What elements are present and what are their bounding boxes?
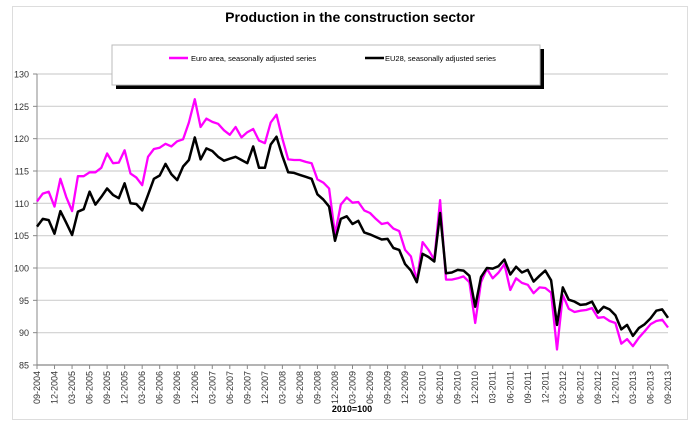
x-tick-label: 03-2009 [348, 371, 358, 404]
series-line-eu28 [36, 135, 670, 338]
x-tick-label: 06-2007 [225, 371, 235, 404]
x-tick-label: 03-2011 [488, 371, 498, 403]
x-tick-label: 09-2006 [172, 371, 182, 404]
x-tick-label: 06-2009 [365, 371, 375, 404]
chart-title: Production in the construction sector [225, 9, 475, 25]
y-tick-label: 130 [14, 70, 29, 80]
legend-label: Euro area, seasonally adjusted series [191, 54, 316, 63]
x-tick-label: 09-2009 [383, 371, 393, 404]
x-tick-label: 06-2013 [645, 371, 655, 404]
legend-box [111, 44, 541, 86]
x-tick-label: 12-2009 [400, 371, 410, 404]
y-tick-label: 105 [14, 231, 29, 241]
x-axis-label: 2010=100 [332, 404, 372, 414]
x-tick-label: 12-2012 [610, 371, 620, 404]
x-tick-label: 12-2005 [120, 371, 130, 404]
y-tick-label: 85 [19, 361, 29, 371]
x-tick-label: 06-2006 [155, 371, 165, 404]
x-tick-label: 09-2010 [453, 371, 463, 404]
x-tick-label: 03-2008 [277, 371, 287, 404]
x-tick-label: 12-2007 [260, 371, 270, 404]
x-tick-label: 12-2004 [50, 371, 60, 404]
y-tick-label: 125 [14, 102, 29, 112]
y-tick-label: 95 [19, 296, 29, 306]
y-tick-label: 120 [14, 134, 29, 144]
x-tick-label: 03-2010 [418, 371, 428, 404]
y-tick-label: 100 [14, 264, 29, 274]
x-tick-label: 09-2004 [32, 371, 42, 404]
x-tick-label: 06-2005 [85, 371, 95, 404]
x-tick-label: 12-2010 [470, 371, 480, 404]
legend-label: EU28, seasonally adjusted series [385, 54, 496, 63]
chart-frame [12, 6, 688, 420]
x-tick-label: 12-2011 [540, 371, 550, 403]
x-tick-label: 09-2013 [663, 371, 673, 404]
y-tick-label: 90 [19, 328, 29, 338]
x-tick-label: 03-2012 [558, 371, 568, 404]
x-tick-label: 09-2005 [102, 371, 112, 404]
x-tick-label: 03-2005 [67, 371, 77, 404]
x-tick-label: 03-2013 [628, 371, 638, 404]
y-tick-label: 110 [15, 199, 29, 209]
x-tick-label: 03-2007 [207, 371, 217, 404]
legend: Euro area, seasonally adjusted series EU2… [111, 44, 544, 89]
y-tick-label: 115 [15, 167, 29, 177]
x-tick-label: 09-2007 [242, 371, 252, 404]
x-tick-label: 06-2012 [575, 371, 585, 404]
x-tick-label: 12-2008 [330, 371, 340, 404]
x-tick-label: 12-2006 [190, 371, 200, 404]
x-tick-label: 06-2011 [505, 371, 515, 403]
x-tick-label: 06-2010 [435, 371, 445, 404]
x-tick-label: 09-2008 [312, 371, 322, 404]
x-tick-label: 09-2011 [523, 371, 533, 403]
x-tick-label: 09-2012 [593, 371, 603, 404]
x-tick-label: 03-2006 [137, 371, 147, 404]
x-tick-label: 06-2008 [295, 371, 305, 404]
